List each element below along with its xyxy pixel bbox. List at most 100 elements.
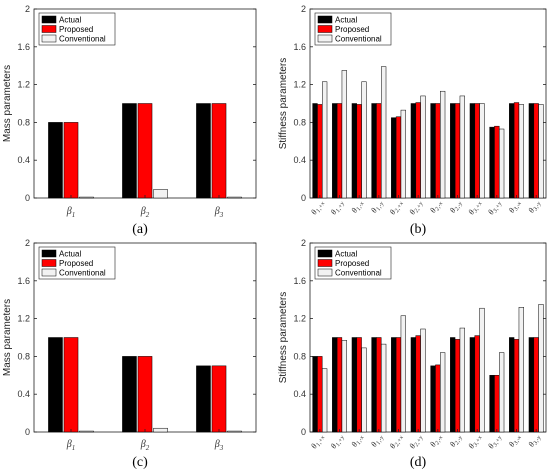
plot-frame — [309, 8, 547, 199]
bar-proposed-1 — [336, 337, 343, 433]
bar-proposed-0 — [63, 122, 79, 199]
legend-swatch-conventional — [41, 268, 57, 277]
bar-actual-9 — [489, 126, 495, 199]
bar-actual-0 — [48, 122, 63, 199]
legend-label-proposed: Proposed — [59, 259, 93, 268]
plot-frame — [309, 242, 547, 433]
legend-swatch-proposed — [317, 25, 333, 33]
x-tick-label: θ2,-y — [448, 432, 464, 449]
bar-proposed-10 — [513, 102, 520, 199]
bar-conventional-2 — [227, 196, 242, 199]
y-tick-label: 0 — [301, 427, 306, 437]
bar-proposed-5 — [415, 102, 421, 199]
y-axis-label: Stiffness parameters — [278, 58, 289, 150]
bar-actual-2 — [351, 103, 357, 199]
y-tick-label: 1.6 — [293, 42, 306, 52]
bar-conventional-2 — [227, 430, 242, 433]
x-tick-label: θ3,-x — [507, 198, 523, 215]
legend-label-conventional: Conventional — [59, 269, 106, 278]
bar-proposed-6 — [435, 103, 441, 199]
bar-conventional-5 — [420, 328, 426, 433]
bar-conventional-1 — [153, 189, 168, 199]
x-tick-label: θ3,+y — [486, 198, 503, 217]
bar-proposed-0 — [63, 337, 79, 433]
bar-actual-4 — [391, 117, 397, 199]
y-tick-label: 0.4 — [293, 389, 306, 399]
bar-proposed-2 — [211, 103, 227, 199]
legend-label-actual: Actual — [59, 250, 81, 259]
panel-caption: (d) — [410, 455, 427, 470]
bar-actual-8 — [469, 103, 475, 199]
y-tick-label: 2 — [25, 238, 30, 248]
bar-actual-0 — [312, 356, 318, 433]
bar-conventional-9 — [499, 352, 505, 433]
bar-actual-1 — [122, 103, 137, 199]
x-tick-label: θ3,-x — [507, 432, 523, 449]
bar-proposed-2 — [211, 365, 227, 433]
x-tick-label: θ1,+x — [309, 198, 326, 217]
y-tick-label: 1.2 — [293, 80, 306, 90]
x-tick-label: θ3,+y — [486, 432, 503, 451]
x-tick-label: θ3,-y — [527, 198, 543, 215]
x-tick-label: θ3,-y — [527, 432, 543, 449]
y-axis-label: Mass parameters — [2, 65, 13, 142]
bar-proposed-11 — [533, 337, 539, 433]
legend-swatch-actual — [317, 249, 333, 258]
legend-swatch-proposed — [317, 259, 333, 267]
bar-proposed-8 — [474, 335, 480, 433]
bar-conventional-4 — [400, 315, 406, 433]
bar-conventional-2 — [361, 347, 367, 433]
bar-actual-3 — [371, 103, 377, 199]
chart-panel-a: 0 0.4 0.8 1.2 1.6 2 Mass parameters β1 β2 β3 Actua… — [2, 4, 257, 237]
bar-proposed-0 — [317, 104, 323, 199]
bar-proposed-7 — [454, 103, 461, 199]
bar-conventional-10 — [518, 307, 524, 433]
x-tick-label: θ1,-y — [369, 432, 385, 449]
bar-actual-10 — [509, 103, 515, 199]
bar-conventional-6 — [440, 90, 446, 199]
x-tick-label: β3 — [214, 206, 224, 219]
bar-proposed-2 — [356, 337, 362, 433]
y-tick-label: 0 — [301, 193, 306, 203]
bar-proposed-8 — [474, 103, 480, 199]
legend-label-conventional: Conventional — [335, 269, 382, 278]
bar-actual-2 — [351, 337, 357, 433]
x-tick-label: θ2,-y — [448, 198, 464, 215]
bar-actual-1 — [122, 356, 137, 433]
bar-conventional-11 — [538, 304, 544, 433]
panel-caption: (a) — [132, 222, 148, 237]
legend-label-proposed: Proposed — [59, 25, 93, 34]
y-tick-label: 1.2 — [17, 314, 30, 324]
bar-conventional-2 — [361, 81, 367, 199]
bar-proposed-4 — [395, 337, 402, 433]
bar-proposed-2 — [356, 104, 362, 199]
legend-label-conventional: Conventional — [59, 35, 106, 44]
bar-actual-7 — [450, 337, 456, 433]
bar-conventional-4 — [400, 109, 406, 199]
y-axis-label: Mass parameters — [2, 299, 13, 376]
bar-conventional-0 — [322, 81, 328, 199]
y-tick-label: 2 — [301, 238, 306, 248]
bar-actual-6 — [430, 103, 436, 199]
y-tick-label: 0 — [25, 427, 30, 437]
x-tick-label: θ1,+y — [329, 432, 346, 451]
legend-swatch-proposed — [41, 259, 57, 267]
bar-actual-0 — [312, 103, 318, 199]
bar-proposed-4 — [395, 116, 402, 199]
legend-swatch-actual — [41, 15, 57, 24]
x-tick-label: θ3,+x — [467, 432, 484, 451]
bar-proposed-1 — [137, 356, 153, 433]
bar-proposed-9 — [494, 125, 500, 199]
bar-conventional-5 — [420, 95, 426, 199]
x-tick-label: β2 — [140, 206, 150, 219]
bar-conventional-0 — [79, 430, 94, 433]
x-tick-label: θ3,+x — [467, 198, 484, 217]
bar-proposed-1 — [336, 103, 343, 199]
y-tick-label: 0.4 — [17, 389, 30, 399]
y-tick-label: 1.6 — [17, 276, 30, 286]
bar-actual-10 — [509, 337, 515, 433]
y-tick-label: 0.4 — [293, 155, 306, 165]
bar-actual-9 — [489, 375, 495, 433]
